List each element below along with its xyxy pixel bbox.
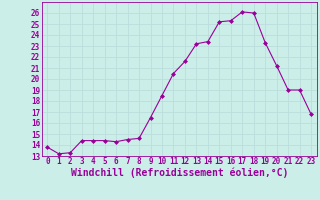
X-axis label: Windchill (Refroidissement éolien,°C): Windchill (Refroidissement éolien,°C)	[70, 168, 288, 178]
